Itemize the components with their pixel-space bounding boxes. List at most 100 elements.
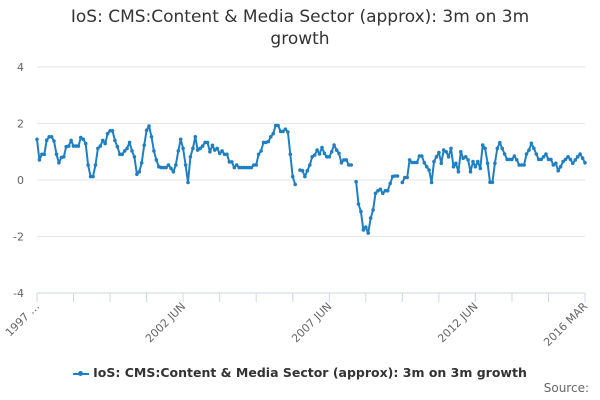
data-point	[405, 175, 410, 180]
data-point	[544, 152, 548, 156]
data-point	[249, 165, 254, 170]
data-point	[354, 179, 358, 184]
data-point	[364, 225, 368, 229]
data-point	[288, 152, 293, 157]
data-point	[439, 161, 444, 166]
data-point	[71, 144, 76, 148]
data-point	[381, 191, 385, 196]
data-point	[37, 158, 42, 162]
data-point	[493, 161, 497, 166]
data-point	[259, 149, 263, 153]
data-point	[378, 187, 383, 192]
x-tick-label: 1997 …	[3, 300, 42, 339]
data-point	[208, 150, 212, 154]
data-point	[510, 157, 514, 162]
data-point	[42, 152, 47, 157]
x-tick-label: 2002 JUN	[143, 300, 188, 345]
data-point	[198, 146, 202, 151]
data-point	[93, 163, 98, 167]
data-point	[371, 208, 375, 212]
data-point	[515, 158, 519, 162]
data-point	[225, 152, 229, 157]
data-point	[437, 150, 441, 155]
data-point	[400, 180, 405, 185]
data-point	[554, 161, 558, 166]
data-point	[536, 157, 541, 162]
data-point	[115, 144, 120, 149]
data-point	[312, 153, 317, 157]
data-point	[571, 161, 575, 166]
data-point	[420, 154, 424, 158]
data-point	[327, 155, 332, 159]
data-point	[478, 166, 483, 171]
data-point	[385, 188, 390, 193]
data-point	[171, 170, 176, 174]
data-point	[344, 158, 349, 162]
data-point	[76, 144, 81, 148]
data-point	[429, 180, 434, 185]
series-line-segment	[36, 124, 297, 185]
data-point	[300, 168, 305, 173]
data-point	[127, 140, 132, 145]
data-point	[137, 170, 142, 174]
data-point	[329, 150, 334, 154]
series-line	[35, 123, 587, 235]
data-point	[169, 166, 173, 171]
data-point	[434, 155, 439, 159]
data-point	[500, 146, 505, 151]
data-point	[485, 161, 490, 166]
data-point	[463, 155, 468, 159]
data-point	[215, 146, 219, 151]
source-label: Source:	[543, 381, 589, 395]
data-point	[373, 191, 378, 196]
data-point	[334, 148, 339, 152]
data-point	[534, 152, 539, 156]
chart-title: IoS: CMS:Content & Media Sector (approx)…	[70, 7, 530, 49]
data-point	[320, 145, 324, 150]
data-point	[281, 129, 285, 134]
data-point	[427, 168, 431, 172]
data-point	[527, 148, 531, 152]
data-point	[315, 148, 319, 152]
data-point	[66, 144, 71, 148]
y-tick-label: -2	[13, 231, 24, 244]
data-point	[152, 149, 156, 153]
data-point	[120, 152, 124, 157]
data-point	[563, 157, 568, 162]
data-point	[181, 146, 185, 151]
data-point	[578, 152, 582, 156]
data-point	[356, 202, 361, 206]
data-point	[459, 150, 463, 154]
data-point	[449, 146, 453, 151]
data-point	[332, 143, 336, 147]
legend-item[interactable]: IoS: CMS:Content & Media Sector (approx)…	[0, 365, 600, 380]
data-point	[424, 164, 429, 169]
data-point	[512, 154, 517, 158]
data-point	[217, 151, 222, 156]
data-point	[395, 174, 400, 178]
data-point	[81, 137, 86, 142]
data-point	[502, 152, 507, 156]
data-point	[305, 168, 310, 173]
data-point	[135, 172, 139, 177]
data-point	[191, 146, 195, 151]
data-point	[368, 216, 373, 220]
y-tick-label: 0	[17, 174, 24, 187]
data-point	[57, 161, 61, 165]
data-point	[174, 163, 178, 167]
data-point	[466, 158, 470, 162]
data-point	[337, 151, 341, 156]
data-point	[256, 152, 261, 157]
data-point	[210, 143, 215, 148]
data-point	[456, 170, 461, 174]
data-point	[54, 152, 59, 157]
data-point	[113, 138, 117, 143]
data-point	[44, 138, 49, 142]
data-point	[446, 155, 451, 159]
y-tick-label: -4	[13, 287, 24, 300]
data-point	[105, 131, 110, 136]
legend-label: IoS: CMS:Content & Media Sector (approx)…	[93, 365, 527, 380]
data-point	[561, 159, 565, 164]
data-point	[52, 139, 56, 143]
data-point	[49, 135, 54, 139]
